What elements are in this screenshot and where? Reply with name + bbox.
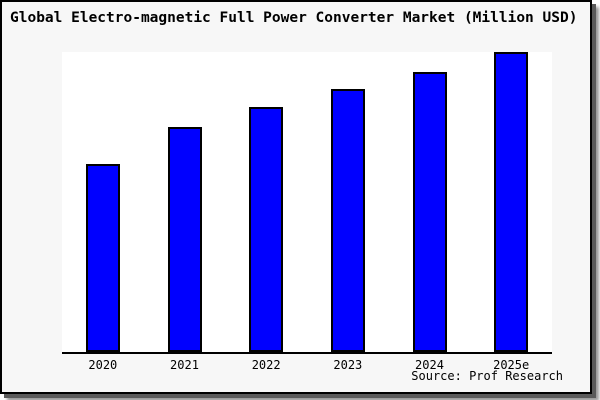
bar-2020 [85, 164, 120, 352]
chart-frame: Global Electro-magnetic Full Power Conve… [0, 0, 592, 394]
x-tick-label-2021: 2021 [170, 358, 199, 372]
bar-2023 [330, 89, 365, 352]
bar-2024 [412, 72, 447, 352]
x-tick-label-2025e: 2025e [493, 358, 530, 372]
x-tick-label-2020: 2020 [88, 358, 118, 372]
bar-2025e [494, 52, 529, 352]
source-credit: Source: Prof Research [411, 369, 563, 383]
x-axis-line [62, 352, 552, 354]
x-tick-label-2024: 2024 [415, 358, 444, 372]
bar-2021 [167, 127, 202, 352]
plot-area [62, 52, 552, 352]
bar-2022 [249, 107, 284, 352]
x-tick-label-2023: 2023 [333, 358, 363, 372]
chart-title: Global Electro-magnetic Full Power Conve… [10, 10, 578, 26]
x-tick-label-2022: 2022 [251, 358, 281, 372]
